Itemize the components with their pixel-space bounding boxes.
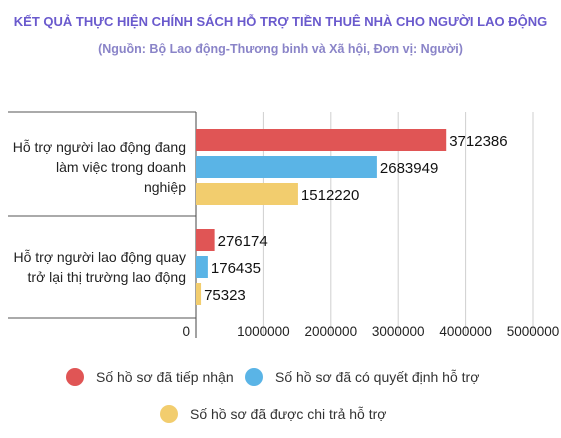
labels: 0 1000000 2000000 3000000 4000000 5000000 Hỗ t…: [13, 133, 560, 339]
data-label: 2683949: [380, 160, 438, 177]
x-tick-label: 1000000: [237, 324, 290, 339]
legend-swatch: [160, 405, 178, 423]
legend-label: Số hồ sơ đã tiếp nhận: [96, 369, 234, 385]
legend-item: Số hồ sơ đã được chi trả hỗ trợ: [160, 405, 386, 423]
bar: [196, 283, 202, 305]
x-tick-label: 5000000: [507, 324, 560, 339]
bars: [196, 129, 447, 305]
bar: [196, 256, 208, 278]
data-label: 3712386: [449, 133, 507, 150]
data-label: 276174: [218, 233, 268, 250]
x-tick-label: 3000000: [372, 324, 425, 339]
legend-swatch: [66, 368, 84, 386]
data-label: 75323: [204, 287, 246, 304]
legend-swatch: [245, 368, 263, 386]
x-tick-label: 2000000: [305, 324, 358, 339]
legend-label: Số hồ sơ đã được chi trả hỗ trợ: [190, 406, 387, 422]
x-tick-label: 0: [182, 324, 190, 339]
chart-subtitle: (Nguồn: Bộ Lao động-Thương binh và Xã hộ…: [98, 42, 463, 56]
bar: [196, 229, 215, 251]
x-tick-label: 4000000: [439, 324, 492, 339]
legend-item: Số hồ sơ đã có quyết định hỗ trợ: [245, 368, 479, 386]
legend-item: Số hồ sơ đã tiếp nhận: [66, 368, 234, 386]
bar: [196, 183, 298, 205]
category-label: Hỗ trợ người lao động quay trở lại thị tr…: [14, 249, 187, 285]
legend-label: Số hồ sơ đã có quyết định hỗ trợ: [275, 369, 480, 385]
data-label: 1512220: [301, 187, 359, 204]
category-label: Hỗ trợ người lao động đang làm việc trong…: [13, 139, 187, 195]
bar: [196, 129, 447, 151]
bar-chart: 0 1000000 2000000 3000000 4000000 5000000 Hỗ t…: [8, 111, 560, 339]
data-label: 176435: [211, 260, 261, 277]
bar: [196, 156, 377, 178]
chart-title: KẾT QUẢ THỰC HIỆN CHÍNH SÁCH HỖ TRỢ TIỀN…: [13, 14, 548, 29]
